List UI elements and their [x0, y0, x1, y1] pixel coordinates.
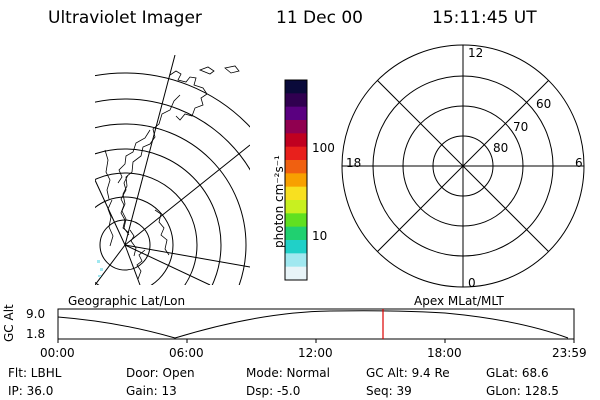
- mlat-label-80: 80: [493, 141, 509, 155]
- orbit-altitude-curve: [57, 310, 569, 339]
- timeline-y-top: 9.0: [26, 307, 46, 321]
- info-gc-alt: GC Alt: 9.4 Re: [366, 366, 450, 380]
- colorbar-stripe: [285, 266, 307, 281]
- colorbar-stripe: [285, 173, 307, 188]
- polar-diagonal: [377, 80, 549, 252]
- mlat-label-60: 60: [536, 97, 552, 111]
- lat-circle: [95, 98, 250, 171]
- info-glat: GLat: 68.6: [486, 366, 549, 380]
- aurora-speckle: [97, 260, 103, 277]
- colorbar-stripe: [285, 93, 307, 108]
- info-mode: Mode: Normal: [246, 366, 330, 380]
- mlt-label-12: 12: [468, 46, 484, 60]
- info-gain: Gain: 13: [126, 384, 177, 398]
- colorbar-stripe: [285, 186, 307, 201]
- colorbar-stripe: [285, 200, 307, 214]
- lat-circle: [95, 148, 222, 285]
- colorbar-stripe: [285, 226, 307, 241]
- header-time: 15:11:45 UT: [432, 8, 537, 28]
- colorbar-stripe: [285, 133, 307, 148]
- coastline: [104, 149, 114, 247]
- meridian-line: [95, 179, 126, 246]
- coastline: [129, 209, 170, 280]
- timeline-tick-label: 18:00: [427, 346, 462, 360]
- timeline-y-bottom: 1.8: [26, 327, 46, 341]
- colorbar-tick-100: 100: [312, 141, 335, 155]
- colorbar: [284, 79, 308, 281]
- colorbar-stripe: [285, 160, 307, 174]
- mlt-label-6: 6: [575, 156, 583, 170]
- header-date: 11 Dec 00: [276, 8, 363, 28]
- colorbar-stripe: [285, 146, 307, 161]
- colorbar-stripe: [285, 253, 307, 268]
- info-door: Door: Open: [126, 366, 195, 380]
- meridian-line: [124, 244, 141, 285]
- timeline-tick-label: 06:00: [169, 346, 204, 360]
- mlat-label-70: 70: [513, 120, 529, 134]
- timeline-axis-title: GC Alt: [2, 304, 16, 342]
- meridian-line: [95, 244, 126, 285]
- timeline-tick-label: 12:00: [298, 346, 333, 360]
- meridian-line: [124, 244, 250, 268]
- info-dsp: Dsp: -5.0: [246, 384, 301, 398]
- coastline: [117, 129, 151, 234]
- info-seq: Seq: 39: [366, 384, 412, 398]
- meridian-line: [124, 244, 211, 285]
- colorbar-stripe: [285, 80, 307, 94]
- mlt-label-0: 0: [468, 276, 476, 290]
- colorbar-stripe: [285, 213, 307, 228]
- geographic-caption: Geographic Lat/Lon: [68, 294, 186, 308]
- timeline-tick-label: 00:00: [40, 346, 75, 360]
- lat-circle: [95, 172, 198, 285]
- colorbar-stripe: [285, 106, 307, 121]
- info-flt: Flt: LBHL: [8, 366, 62, 380]
- app-title: Ultraviolet Imager: [48, 8, 202, 28]
- coastline: [121, 65, 240, 236]
- meridian-line: [124, 55, 176, 246]
- lat-circle: [95, 196, 174, 285]
- colorbar-stripe: [285, 120, 307, 134]
- lat-circle: [95, 72, 250, 128]
- meridian-line: [124, 144, 250, 246]
- apex-caption: Apex MLat/MLT: [414, 294, 504, 308]
- colorbar-tick-10: 10: [312, 229, 328, 243]
- info-ip: IP: 36.0: [8, 384, 54, 398]
- info-glon: GLon: 128.5: [486, 384, 559, 398]
- colorbar-stripe: [285, 240, 307, 254]
- mlt-label-18: 18: [346, 156, 362, 170]
- timeline-tick-label: 23:59: [552, 346, 587, 360]
- lat-circle: [95, 123, 247, 285]
